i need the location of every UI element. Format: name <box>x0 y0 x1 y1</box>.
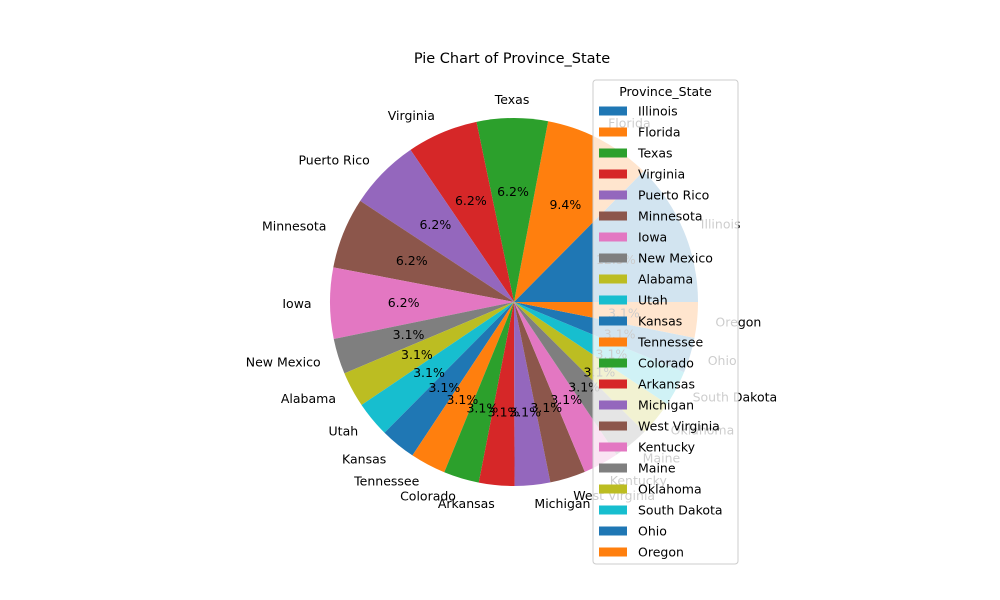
legend-label-oregon: Oregon <box>638 545 684 560</box>
slice-label-puerto-rico: Puerto Rico <box>298 153 369 168</box>
legend-label-ohio: Ohio <box>638 524 667 539</box>
slice-label-colorado: Colorado <box>400 488 456 503</box>
percent-label-michigan: 3.1% <box>509 404 541 419</box>
percent-label-new-mexico: 3.1% <box>393 327 425 342</box>
percent-label-iowa: 6.2% <box>388 295 420 310</box>
percent-label-florida: 9.4% <box>549 197 581 212</box>
slice-label-utah: Utah <box>329 424 359 439</box>
slice-label-new-mexico: New Mexico <box>246 354 321 369</box>
legend-label-maine: Maine <box>638 461 676 476</box>
legend-label-virginia: Virginia <box>638 167 685 182</box>
percent-label-kentucky: 3.1% <box>550 392 582 407</box>
legend-label-texas: Texas <box>637 146 673 161</box>
percent-label-virginia: 6.2% <box>455 193 487 208</box>
legend-swatch-alabama <box>599 274 627 284</box>
legend-title: Province_State <box>619 84 712 99</box>
legend-label-south-dakota: South Dakota <box>638 503 723 518</box>
pie-slice-kansas <box>384 302 514 456</box>
pie-slice-texas <box>476 118 549 302</box>
legend-swatch-new-mexico <box>599 253 627 263</box>
legend-label-new-mexico: New Mexico <box>638 251 713 266</box>
legend-swatch-arkansas <box>599 379 627 389</box>
legend-label-kentucky: Kentucky <box>638 440 696 455</box>
slice-label-michigan: Michigan <box>534 496 590 511</box>
legend-swatch-south-dakota <box>599 505 627 515</box>
pie-slice-tennessee <box>412 302 514 473</box>
legend-swatch-west-virginia <box>599 421 627 431</box>
legend-swatch-utah <box>599 295 627 305</box>
slice-label-arkansas: Arkansas <box>438 496 495 511</box>
percent-label-puerto-rico: 6.2% <box>419 217 451 232</box>
percent-label-tennessee: 3.1% <box>446 392 478 407</box>
chart-title: Pie Chart of Province_State <box>414 51 610 67</box>
legend-swatch-maine <box>599 463 627 473</box>
legend-swatch-ohio <box>599 526 627 536</box>
slice-label-virginia: Virginia <box>388 108 435 123</box>
legend-frame <box>592 79 739 565</box>
legend-label-oklahoma: Oklahoma <box>638 482 702 497</box>
legend-swatch-colorado <box>599 358 627 368</box>
legend-swatch-iowa <box>599 232 627 242</box>
slice-label-tennessee: Tennessee <box>353 473 419 488</box>
slice-label-kansas: Kansas <box>342 452 386 467</box>
percent-label-utah: 3.1% <box>413 365 445 380</box>
slice-label-texas: Texas <box>494 92 530 107</box>
legend-label-west-virginia: West Virginia <box>638 419 720 434</box>
percent-label-kansas: 3.1% <box>428 380 460 395</box>
legend-label-michigan: Michigan <box>638 398 694 413</box>
pie-slice-minnesota <box>333 200 514 302</box>
pie-slice-new-mexico <box>333 302 514 374</box>
legend-items: Illinois Florida Texas Virginia Puerto Rico M… <box>599 104 723 560</box>
percent-label-texas: 6.2% <box>497 184 529 199</box>
legend-label-florida: Florida <box>638 125 681 140</box>
percent-label-maine: 3.1% <box>568 380 600 395</box>
legend-label-tennessee: Tennessee <box>637 335 703 350</box>
pie-slice-arkansas <box>478 302 515 486</box>
legend-label-iowa: Iowa <box>638 230 667 245</box>
legend-swatch-puerto-rico <box>599 190 627 200</box>
legend-swatch-oklahoma <box>599 484 627 494</box>
percent-label-west-virginia: 3.1% <box>530 400 562 415</box>
legend-swatch-texas <box>599 148 627 158</box>
pie-slice-kentucky <box>514 302 617 472</box>
legend-label-alabama: Alabama <box>638 272 693 287</box>
pie-slice-utah <box>361 302 514 433</box>
pie-slice-puerto-rico <box>360 149 514 302</box>
pie-slice-iowa <box>330 267 514 339</box>
legend-swatch-illinois <box>599 106 627 116</box>
legend-label-arkansas: Arkansas <box>638 377 695 392</box>
legend-swatch-minnesota <box>599 211 627 221</box>
slice-label-alabama: Alabama <box>281 391 336 406</box>
legend-swatch-oregon <box>599 547 627 557</box>
legend-label-utah: Utah <box>638 293 668 308</box>
pie-slice-virginia <box>410 121 514 302</box>
percent-label-colorado: 3.1% <box>466 400 498 415</box>
pie-slice-west-virginia <box>514 302 585 483</box>
slice-label-iowa: Iowa <box>282 296 311 311</box>
legend-swatch-tennessee <box>599 337 627 347</box>
percent-label-arkansas: 3.1% <box>488 404 520 419</box>
slice-label-minnesota: Minnesota <box>262 218 327 233</box>
legend-swatch-michigan <box>599 400 627 410</box>
legend: Province_State Illinois Florida Texas Virgi… <box>592 79 739 565</box>
legend-label-kansas: Kansas <box>638 314 682 329</box>
pie-slice-alabama <box>344 302 514 406</box>
legend-swatch-virginia <box>599 169 627 179</box>
pie-slices <box>330 118 698 486</box>
pie-slice-michigan <box>514 302 551 486</box>
legend-label-colorado: Colorado <box>638 356 694 371</box>
legend-label-minnesota: Minnesota <box>638 209 703 224</box>
percent-label-alabama: 3.1% <box>401 347 433 362</box>
pie-slice-colorado <box>444 302 514 483</box>
legend-swatch-florida <box>599 127 627 137</box>
legend-swatch-kansas <box>599 316 627 326</box>
legend-swatch-kentucky <box>599 442 627 452</box>
percent-label-minnesota: 6.2% <box>396 253 428 268</box>
legend-label-illinois: Illinois <box>638 104 678 119</box>
legend-label-puerto-rico: Puerto Rico <box>638 188 709 203</box>
